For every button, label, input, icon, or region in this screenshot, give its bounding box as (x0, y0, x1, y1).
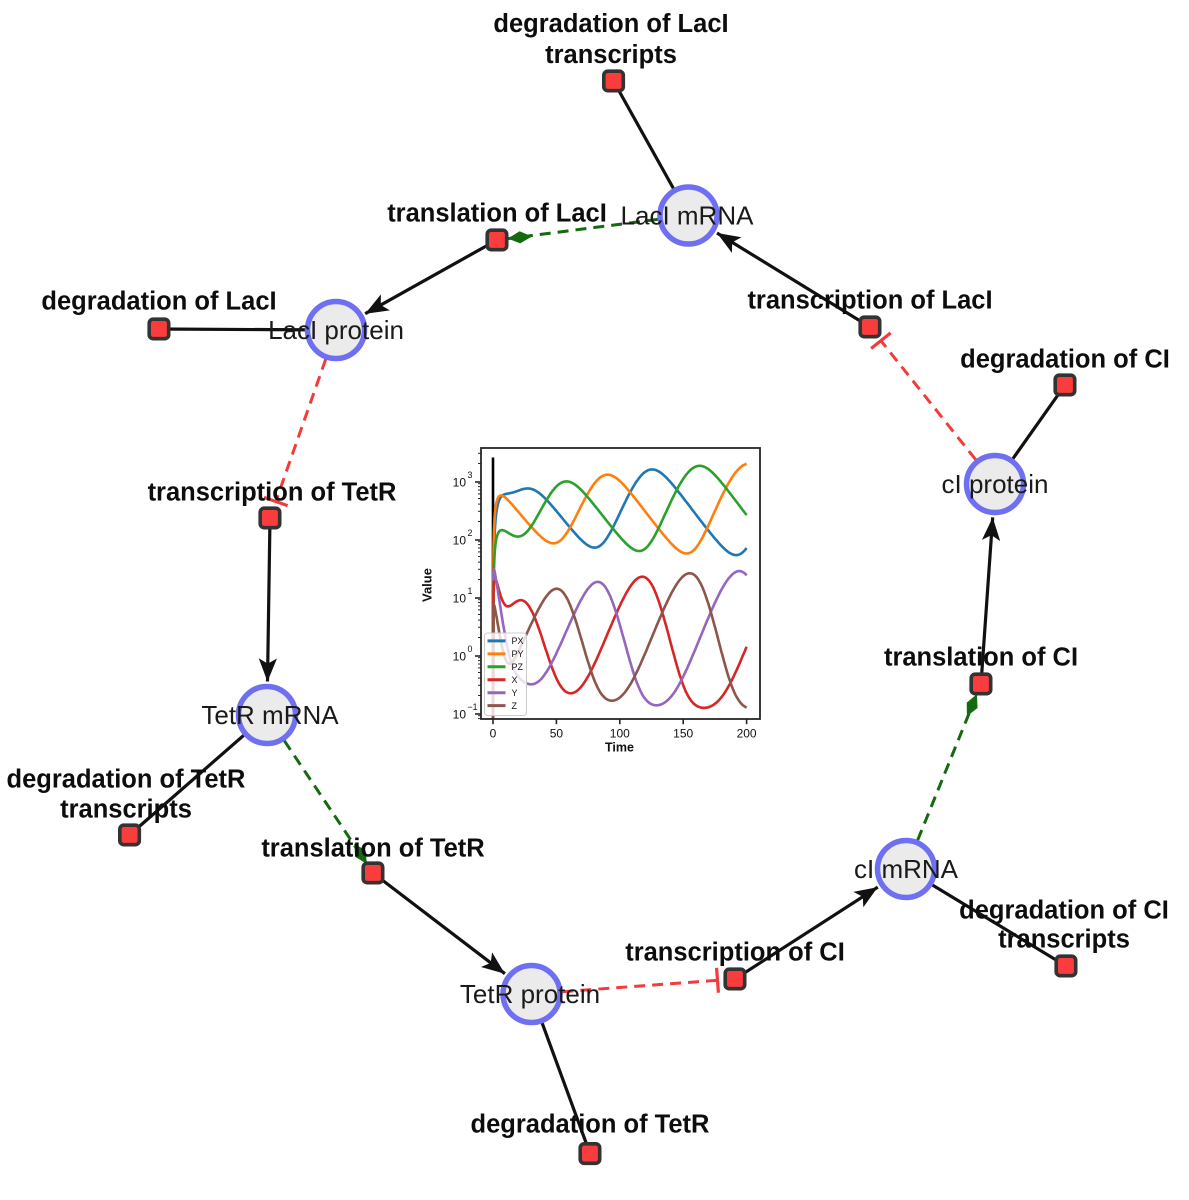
svg-text:3: 3 (468, 470, 473, 480)
svg-text:degradation of CI: degradation of CI (959, 897, 1169, 925)
svg-text:10: 10 (453, 592, 467, 606)
svg-text:transcripts: transcripts (545, 41, 677, 69)
svg-text:10: 10 (453, 534, 467, 548)
svg-text:translation of TetR: translation of TetR (261, 835, 484, 863)
svg-text:1: 1 (468, 586, 473, 596)
svg-text:Z: Z (512, 701, 518, 711)
svg-text:Y: Y (512, 688, 518, 698)
svg-text:PX: PX (512, 636, 524, 646)
svg-text:degradation of LacI: degradation of LacI (493, 10, 728, 38)
svg-text:Value: Value (420, 568, 435, 602)
svg-text:0: 0 (468, 644, 473, 654)
svg-text:degradation of LacI: degradation of LacI (41, 288, 276, 316)
svg-text:PZ: PZ (512, 662, 524, 672)
svg-text:10: 10 (453, 708, 467, 722)
svg-text:10: 10 (453, 650, 467, 664)
svg-text:transcription of TetR: transcription of TetR (148, 479, 397, 507)
svg-text:translation of LacI: translation of LacI (387, 200, 607, 228)
svg-text:LacI mRNA: LacI mRNA (621, 201, 755, 231)
svg-text:cI mRNA: cI mRNA (854, 854, 959, 884)
svg-text:2: 2 (468, 528, 473, 538)
svg-text:transcription of CI: transcription of CI (625, 939, 845, 967)
svg-text:transcription of LacI: transcription of LacI (747, 287, 992, 315)
svg-text:0: 0 (490, 726, 497, 740)
svg-text:10: 10 (453, 476, 467, 490)
svg-text:200: 200 (737, 726, 757, 740)
svg-text:translation of CI: translation of CI (884, 644, 1078, 672)
svg-text:−1: −1 (468, 702, 478, 712)
svg-text:degradation of CI: degradation of CI (960, 346, 1170, 374)
svg-text:50: 50 (550, 726, 564, 740)
svg-text:degradation of TetR: degradation of TetR (7, 766, 246, 794)
svg-text:X: X (512, 675, 518, 685)
svg-text:100: 100 (610, 726, 630, 740)
svg-text:LacI protein: LacI protein (268, 315, 404, 345)
svg-text:degradation of TetR: degradation of TetR (471, 1111, 710, 1139)
svg-text:transcripts: transcripts (60, 796, 192, 824)
svg-text:transcripts: transcripts (998, 926, 1130, 954)
svg-text:cI protein: cI protein (942, 469, 1049, 499)
svg-text:Time: Time (605, 740, 634, 754)
svg-text:TetR mRNA: TetR mRNA (201, 700, 339, 730)
svg-text:PY: PY (512, 649, 524, 659)
svg-text:TetR protein: TetR protein (460, 979, 600, 1009)
svg-text:150: 150 (673, 726, 693, 740)
